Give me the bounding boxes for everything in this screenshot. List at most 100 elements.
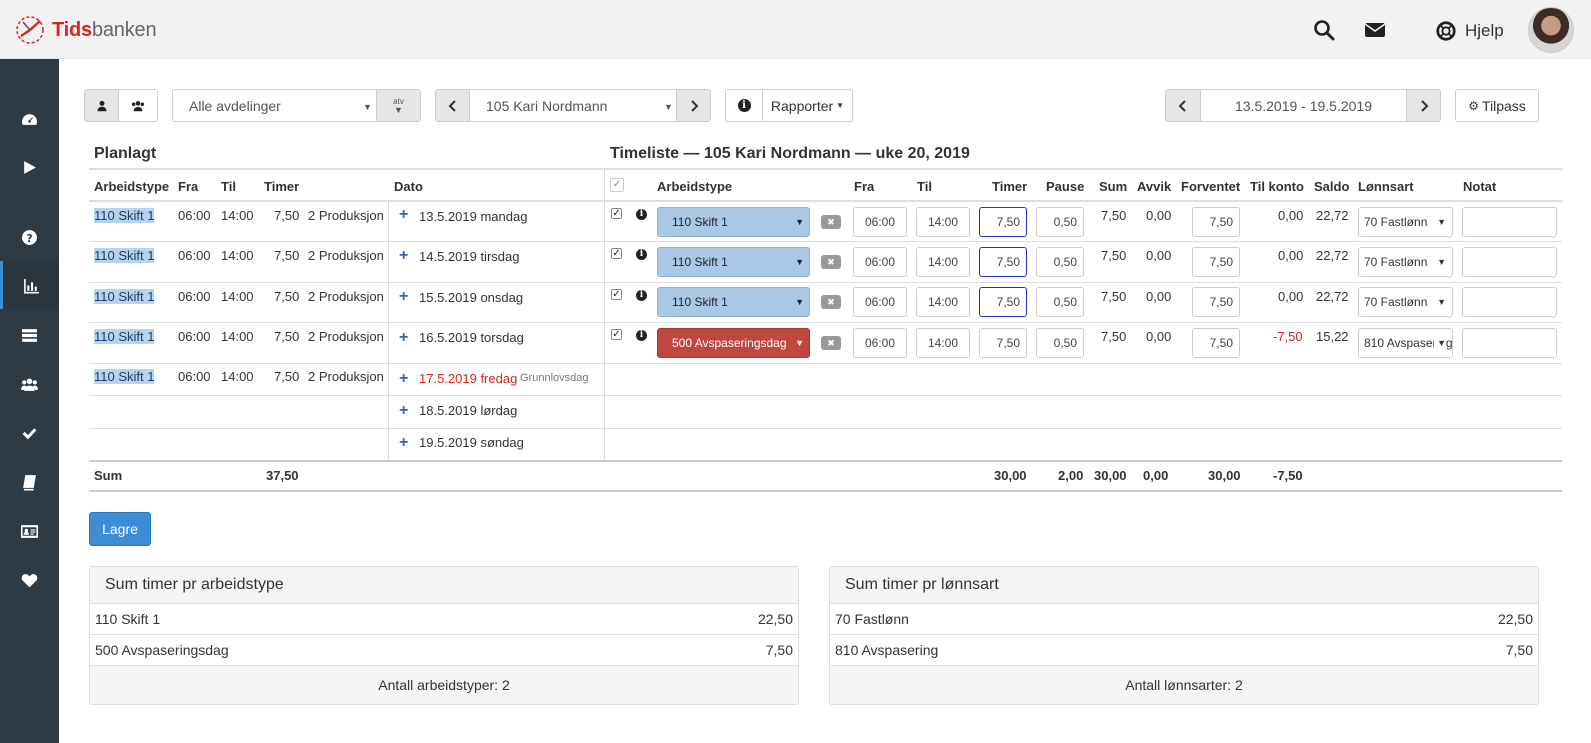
balance-value: 22,72 bbox=[1316, 289, 1349, 304]
sidebar-item-health[interactable] bbox=[0, 556, 59, 604]
pause-input[interactable]: 0,50 bbox=[1036, 207, 1084, 237]
summary-row-value: 22,50 bbox=[757, 611, 793, 627]
pause-input[interactable]: 0,50 bbox=[1036, 328, 1084, 358]
info-icon[interactable]: i bbox=[636, 330, 647, 341]
row-checkbox[interactable]: ✓ bbox=[611, 329, 622, 340]
hours-input[interactable]: 7,50 bbox=[979, 247, 1027, 277]
to-input[interactable]: 14:00 bbox=[916, 247, 970, 277]
balance-value: 15,22 bbox=[1316, 329, 1349, 344]
hours-input[interactable]: 7,50 bbox=[979, 287, 1027, 317]
planned-from: 06:00 bbox=[178, 248, 211, 263]
clear-button[interactable]: ✖ bbox=[821, 215, 841, 229]
note-input[interactable] bbox=[1462, 287, 1557, 317]
wage-type-select-value: 70 Fastlønn bbox=[1364, 255, 1428, 269]
question-icon: ? bbox=[22, 229, 37, 245]
expected-input[interactable]: 7,50 bbox=[1192, 207, 1240, 237]
sidebar-item-approve[interactable] bbox=[0, 409, 59, 457]
note-input[interactable] bbox=[1462, 247, 1557, 277]
planned-from: 06:00 bbox=[178, 329, 211, 344]
mail-icon[interactable] bbox=[1363, 18, 1387, 42]
reports-dropdown[interactable]: Rapporter ▼ bbox=[762, 89, 853, 122]
prev-period-button[interactable] bbox=[1165, 89, 1201, 122]
wage-type-select[interactable]: 70 Fastlønn ▼ bbox=[1358, 207, 1453, 237]
sidebar-item-reports[interactable] bbox=[0, 261, 59, 309]
row-checkbox[interactable]: ✓ bbox=[611, 208, 622, 219]
from-input[interactable]: 06:00 bbox=[853, 328, 907, 358]
employee-select[interactable]: 105 Kari Nordmann ▼ bbox=[469, 89, 677, 122]
row-checkbox[interactable]: ✓ bbox=[611, 248, 622, 259]
worktype-select[interactable]: 110 Skift 1 ▼ bbox=[657, 207, 810, 237]
expected-input[interactable]: 7,50 bbox=[1192, 287, 1240, 317]
add-entry-button[interactable]: + bbox=[399, 434, 409, 451]
info-icon[interactable]: i bbox=[636, 249, 647, 260]
sidebar-item-play[interactable] bbox=[0, 143, 59, 191]
col-header-ts-worktype: Arbeidstype bbox=[657, 179, 733, 194]
col-header-ts-wage-type: Lønnsart bbox=[1358, 179, 1414, 194]
add-entry-button[interactable]: + bbox=[399, 402, 409, 419]
from-input[interactable]: 06:00 bbox=[853, 207, 907, 237]
from-input[interactable]: 06:00 bbox=[853, 287, 907, 317]
save-button[interactable]: Lagre bbox=[89, 512, 151, 546]
wage-type-select[interactable]: 70 Fastlønn ▼ bbox=[1358, 287, 1453, 317]
info-icon[interactable]: i bbox=[636, 290, 647, 301]
chevron-left-icon bbox=[1178, 99, 1186, 112]
avatar[interactable] bbox=[1528, 7, 1574, 53]
chevron-left-icon bbox=[448, 99, 456, 112]
planned-hours: 7,50 bbox=[274, 208, 300, 223]
clear-button[interactable]: ✖ bbox=[821, 295, 841, 309]
id-card-icon bbox=[21, 524, 38, 538]
sidebar-item-id-card[interactable] bbox=[0, 507, 59, 555]
info-icon[interactable]: i bbox=[636, 209, 647, 220]
pause-input[interactable]: 0,50 bbox=[1036, 287, 1084, 317]
to-input[interactable]: 14:00 bbox=[916, 287, 970, 317]
planned-date: 18.5.2019 lørdag bbox=[419, 403, 518, 418]
summary-row-value: 7,50 bbox=[765, 642, 793, 658]
planned-date: 14.5.2019 tirsdag bbox=[419, 249, 520, 264]
select-all-checkbox[interactable]: ✓ bbox=[610, 178, 624, 192]
hours-input[interactable]: 7,50 bbox=[979, 207, 1027, 237]
reports-label: Rapporter bbox=[770, 97, 834, 114]
search-icon[interactable] bbox=[1312, 18, 1336, 42]
expected-input[interactable]: 7,50 bbox=[1192, 328, 1240, 358]
single-user-view-button[interactable] bbox=[84, 89, 119, 122]
sidebar-item-dashboard[interactable] bbox=[0, 95, 59, 143]
col-header-hours: Timer bbox=[264, 179, 300, 194]
atv-filter-button[interactable]: atv ▼ bbox=[376, 89, 421, 122]
group-view-button[interactable] bbox=[118, 89, 158, 122]
pause-input[interactable]: 0,50 bbox=[1036, 247, 1084, 277]
add-entry-button[interactable]: + bbox=[399, 247, 409, 264]
logo[interactable]: Tidsbanken bbox=[14, 14, 157, 46]
clear-button[interactable]: ✖ bbox=[821, 336, 841, 350]
info-button[interactable]: i bbox=[725, 89, 763, 122]
help-link[interactable]: Hjelp bbox=[1435, 20, 1504, 42]
worktype-select[interactable]: 110 Skift 1 ▼ bbox=[657, 287, 810, 317]
wage-type-select[interactable]: 70 Fastlønn ▼ bbox=[1358, 247, 1453, 277]
wage-type-select[interactable]: 810 Avspasering ▼ bbox=[1358, 328, 1453, 358]
worktype-select[interactable]: 500 Avspaseringsdag ▼ bbox=[657, 328, 810, 358]
sidebar-item-list[interactable] bbox=[0, 311, 59, 359]
add-entry-button[interactable]: + bbox=[399, 329, 409, 346]
add-entry-button[interactable]: + bbox=[399, 288, 409, 305]
to-input[interactable]: 14:00 bbox=[916, 207, 970, 237]
hours-input[interactable]: 7,50 bbox=[979, 328, 1027, 358]
add-entry-button[interactable]: + bbox=[399, 206, 409, 223]
row-checkbox[interactable]: ✓ bbox=[611, 289, 622, 300]
next-period-button[interactable] bbox=[1406, 89, 1441, 122]
note-input[interactable] bbox=[1462, 328, 1557, 358]
customize-button[interactable]: ⚙ Tilpass bbox=[1455, 89, 1539, 122]
next-employee-button[interactable] bbox=[676, 89, 711, 122]
period-display[interactable]: 13.5.2019 - 19.5.2019 bbox=[1200, 89, 1407, 122]
note-input[interactable] bbox=[1462, 207, 1557, 237]
to-input[interactable]: 14:00 bbox=[916, 328, 970, 358]
add-entry-button[interactable]: + bbox=[399, 370, 409, 387]
clear-button[interactable]: ✖ bbox=[821, 255, 841, 269]
sidebar-item-help[interactable]: ? bbox=[0, 213, 59, 261]
worktype-select[interactable]: 110 Skift 1 ▼ bbox=[657, 247, 810, 277]
sidebar-item-book[interactable] bbox=[0, 458, 59, 506]
from-input[interactable]: 06:00 bbox=[853, 247, 907, 277]
sidebar-item-users[interactable] bbox=[0, 360, 59, 408]
expected-input[interactable]: 7,50 bbox=[1192, 247, 1240, 277]
department-select[interactable]: Alle avdelinger ▼ bbox=[172, 89, 377, 122]
summary-row-value: 7,50 bbox=[1505, 642, 1533, 658]
prev-employee-button[interactable] bbox=[435, 89, 470, 122]
